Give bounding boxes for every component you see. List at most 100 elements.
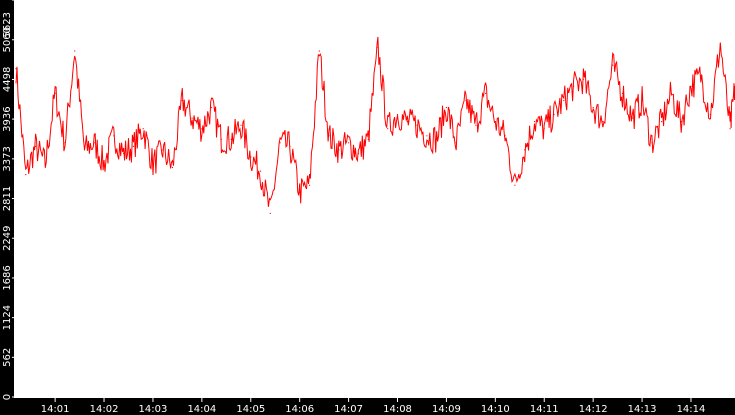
data-point — [93, 142, 95, 144]
data-point — [485, 92, 487, 94]
y-tick-label: 3373 — [2, 146, 13, 171]
data-point — [514, 184, 516, 186]
data-point — [553, 114, 555, 116]
data-point — [641, 99, 643, 102]
x-axis-ticks: 14:01 14:02 14:03 14:04 14:05 14:06 14:07 14:08… — [41, 398, 706, 415]
data-point — [543, 128, 545, 130]
data-point — [64, 142, 66, 144]
data-point — [162, 149, 164, 151]
x-tick-label: 14:01 — [41, 404, 70, 415]
data-point — [152, 163, 154, 165]
data-point — [690, 85, 692, 87]
data-point — [181, 99, 183, 102]
data-point — [396, 114, 399, 116]
data-point — [83, 149, 86, 151]
y-tick-label: 1686 — [2, 265, 13, 290]
data-point — [44, 163, 46, 165]
data-point — [171, 166, 174, 169]
x-tick-label: 14:02 — [90, 404, 119, 415]
data-point — [35, 145, 37, 147]
data-point — [592, 106, 594, 109]
data-point — [74, 50, 76, 52]
data-point — [113, 135, 115, 137]
data-point — [494, 121, 496, 123]
data-point — [661, 121, 663, 123]
data-point — [328, 135, 330, 137]
data-point — [289, 145, 291, 147]
data-point — [651, 142, 653, 144]
y-tick-label: 0 — [2, 394, 13, 400]
y-tick-label: 1124 — [2, 305, 13, 330]
x-tick-label: 14:03 — [139, 404, 168, 415]
data-point — [563, 99, 565, 102]
data-point — [387, 128, 389, 130]
data-point — [299, 191, 301, 193]
series-layer — [15, 36, 735, 214]
x-tick-label: 14:09 — [432, 404, 461, 415]
data-point — [220, 138, 222, 140]
series-line — [15, 36, 735, 207]
data-point — [719, 43, 721, 45]
data-point — [533, 121, 536, 123]
y-tick-label: 2811 — [2, 186, 13, 211]
data-point — [15, 68, 17, 70]
x-tick-label: 14:06 — [285, 404, 314, 415]
data-point — [680, 121, 682, 123]
data-point — [230, 138, 232, 140]
data-point — [631, 117, 633, 119]
data-point — [426, 135, 428, 137]
data-point — [406, 121, 408, 123]
data-point — [279, 142, 281, 144]
data-point — [621, 92, 624, 94]
x-tick-label: 14:12 — [579, 404, 608, 415]
data-point — [269, 212, 271, 214]
data-point — [377, 46, 379, 49]
data-point — [318, 50, 320, 52]
y-tick-label: 5623 — [2, 12, 13, 37]
x-tick-label: 14:07 — [334, 404, 363, 415]
data-point — [465, 99, 467, 102]
x-tick-label: 14:11 — [530, 404, 559, 415]
data-point — [612, 64, 614, 66]
data-point — [260, 170, 262, 172]
data-point — [416, 124, 418, 126]
data-point — [573, 85, 575, 87]
data-point — [475, 124, 477, 126]
data-point — [25, 174, 27, 176]
data-point — [709, 114, 712, 116]
x-tick-label: 14:10 — [481, 404, 510, 415]
x-tick-label: 14:13 — [628, 404, 657, 415]
y-axis-band — [0, 0, 14, 400]
x-tick-label: 14:05 — [236, 404, 265, 415]
data-point — [308, 184, 311, 186]
data-point — [54, 92, 56, 94]
data-point — [670, 92, 673, 94]
y-tick-label: 2249 — [2, 225, 13, 250]
data-point — [211, 106, 213, 109]
data-point — [582, 78, 585, 80]
x-tick-label: 14:14 — [677, 404, 706, 415]
data-point — [455, 142, 457, 144]
data-point — [524, 149, 526, 151]
data-point — [357, 152, 359, 154]
x-axis-band — [0, 398, 735, 415]
y-tick-label: 5060 — [2, 27, 13, 52]
y-tick-label: 4498 — [2, 67, 13, 92]
x-tick-label: 14:04 — [187, 404, 216, 415]
data-point — [348, 142, 350, 144]
data-point — [191, 117, 193, 119]
data-point — [250, 156, 252, 158]
data-point — [445, 106, 447, 109]
data-point — [123, 152, 125, 154]
data-point — [338, 149, 340, 151]
data-point — [504, 135, 506, 137]
y-tick-label: 3936 — [2, 106, 13, 131]
data-point — [132, 145, 134, 147]
x-tick-label: 14:08 — [383, 404, 412, 415]
data-point — [602, 121, 604, 123]
data-point — [700, 75, 702, 77]
data-point — [201, 128, 203, 130]
data-point — [729, 128, 731, 130]
